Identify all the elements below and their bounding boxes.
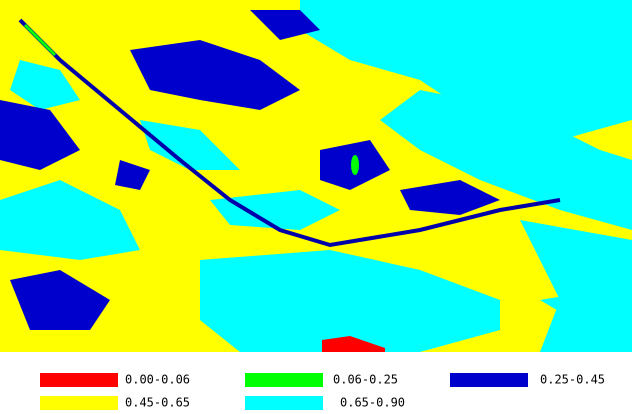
classified-map — [0, 0, 632, 352]
legend-swatch — [245, 396, 323, 410]
legend: 0.00-0.06 0.06-0.25 0.25-0.45 0.45-0.65 0.65… — [40, 373, 605, 410]
legend-swatch — [40, 396, 118, 410]
legend-label: 0.06-0.25 — [333, 373, 398, 387]
legend-swatch — [245, 373, 323, 387]
legend-label: 0.00-0.06 — [125, 373, 190, 387]
legend-label: 0.25-0.45 — [540, 373, 605, 387]
legend-swatch — [450, 373, 528, 387]
legend-swatch — [40, 373, 118, 387]
legend-label: 0.65-0.90 — [340, 396, 405, 410]
legend-label: 0.45-0.65 — [125, 396, 190, 410]
